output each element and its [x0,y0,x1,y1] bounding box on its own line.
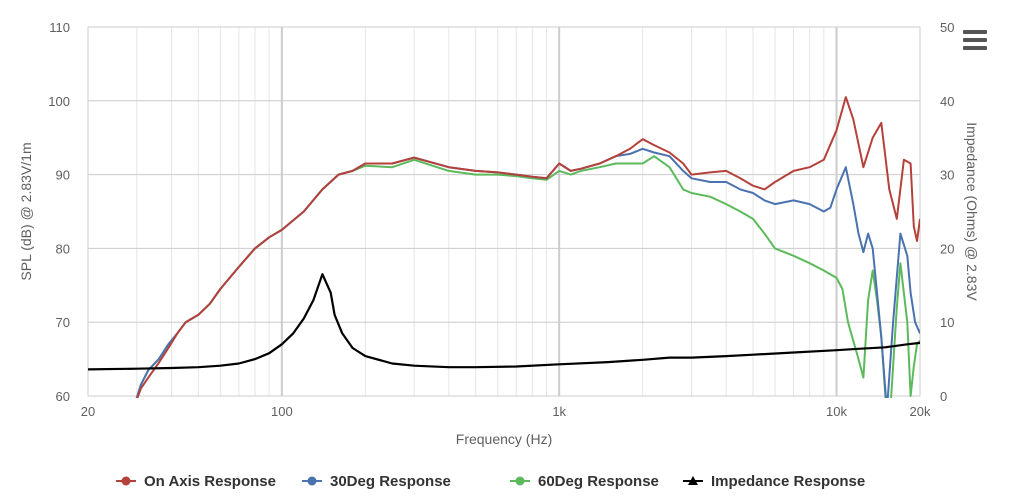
series-line [136,96,920,398]
x-tick-label: 20k [910,404,931,419]
legend-marker [515,476,525,486]
y-left-tick-label: 70 [56,315,70,330]
legend-label: 60Deg Response [538,473,659,490]
series-line [135,147,920,398]
chart-series [88,96,920,398]
menu-line [963,38,987,42]
y-right-tick-label: 40 [940,94,954,109]
y-left-tick-label: 80 [56,241,70,256]
legend-label: On Axis Response [144,473,276,490]
chart-legend[interactable]: On Axis Response 30Deg Response 60Deg Resp… [116,473,865,490]
x-tick-label: 10k [826,404,847,419]
chart-grid [88,26,920,397]
legend-label: Impedance Response [711,473,865,490]
y-axis-right-title: Impedance (Ohms) @ 2.83V [964,122,980,301]
legend-marker [307,476,317,486]
y-right-tick-label: 50 [940,20,954,35]
y-left-tick-label: 110 [49,20,70,35]
axis-ticks: 20 100 1k 10k 20k 60 70 80 90 100 110 0 10 20 30 40 50 [48,20,954,419]
plot-area [87,26,921,397]
series-line [88,273,920,371]
legend-marker [688,476,698,485]
x-tick-label: 100 [271,404,293,419]
y-axis-left-title: SPL (dB) @ 2.83V/1m [18,142,34,280]
y-left-tick-label: 60 [56,389,70,404]
x-tick-label: 20 [81,404,95,419]
y-left-tick-label: 90 [56,168,70,183]
menu-line [963,46,987,50]
menu-line [963,30,987,34]
y-right-tick-label: 0 [940,389,947,404]
x-axis-title: Frequency (Hz) [456,431,552,447]
chart-menu-icon[interactable] [960,30,990,54]
y-right-tick-label: 20 [940,241,954,256]
legend-label: 30Deg Response [330,473,451,490]
y-right-tick-label: 10 [940,315,954,330]
x-tick-label: 1k [552,404,566,419]
y-left-tick-label: 100 [48,94,70,109]
y-right-tick-label: 30 [940,168,954,183]
series-line [135,155,920,398]
legend-marker [121,476,131,486]
